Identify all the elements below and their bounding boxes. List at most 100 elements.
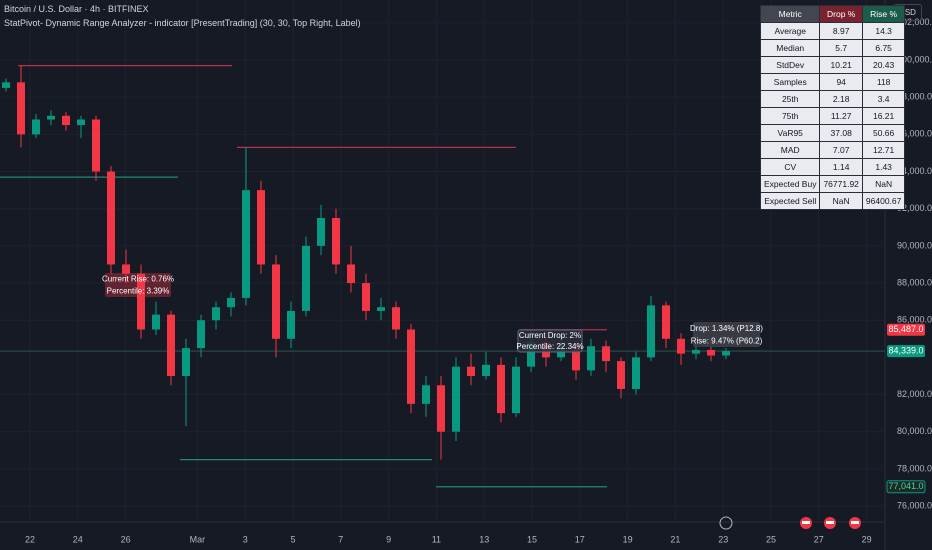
candle-body [392, 307, 400, 330]
table-cell: 3.4 [861, 90, 906, 108]
table-row: Expected Sell NaN 96400.67 [759, 192, 906, 210]
table-cell: NaN [819, 192, 863, 210]
candle-body [32, 119, 40, 135]
x-tick-label: 27 [814, 534, 824, 544]
table-cell: Median [759, 39, 821, 57]
candle-body [212, 307, 220, 321]
table-cell: 75th [759, 107, 821, 125]
event-icon[interactable] [824, 517, 836, 529]
annotation-box [693, 322, 760, 347]
candle-body [497, 364, 505, 414]
table-row: Median 5.7 6.75 [759, 39, 906, 57]
candle-body [527, 342, 535, 367]
table-cell: 25th [759, 90, 821, 108]
table-cell: Expected Buy [759, 175, 821, 193]
table-header: Metric [759, 5, 821, 23]
table-cell: 96400.67 [861, 192, 906, 210]
table-cell: VaR95 [759, 124, 821, 142]
table-cell: Average [759, 22, 821, 40]
table-cell: Expected Sell [759, 192, 821, 210]
table-row: 75th 11.27 16.21 [759, 107, 906, 125]
stats-table: Metric Drop % Rise % Average 8.97 14.3 Median 5… [759, 5, 906, 210]
candle-body [362, 283, 370, 311]
y-tick-label: 94,000.0 [897, 166, 932, 176]
candle-body [107, 171, 115, 265]
replay-icon[interactable] [719, 516, 733, 530]
table-cell: Samples [759, 73, 821, 91]
candle-body [587, 346, 595, 371]
table-row: StdDev 10.21 20.43 [759, 56, 906, 74]
price-badge-label: 84,339.0 [888, 345, 923, 355]
candle-body [617, 361, 625, 389]
table-row: VaR95 37.08 50.66 [759, 124, 906, 142]
x-tick-label: 23 [718, 534, 728, 544]
candle-body [407, 329, 415, 404]
candle-body [257, 190, 265, 265]
table-cell: 16.21 [861, 107, 906, 125]
candle-body [572, 348, 580, 371]
price-badge [887, 345, 925, 358]
annotation-text: Rise: 9.47% (P60.2) [691, 336, 763, 345]
table-cell: 37.08 [819, 124, 863, 142]
table-row: Samples 94 118 [759, 73, 906, 91]
price-badge [887, 323, 925, 336]
x-tick-label: 21 [670, 534, 680, 544]
y-tick-label: 78,000.0 [897, 463, 932, 473]
annotation-text: Current Drop: 2% [519, 331, 581, 340]
table-row: Metric Drop % Rise % [759, 5, 906, 23]
y-tick-label: 98,000.0 [897, 92, 932, 102]
annotation-text: Drop: 1.34% (P12.8) [690, 324, 763, 333]
table-cell: 6.75 [861, 39, 906, 57]
candle-body [317, 217, 325, 246]
candle-body [602, 346, 610, 362]
table-cell: 12.71 [861, 141, 906, 159]
candle-body [287, 310, 295, 339]
table-cell: 14.3 [861, 22, 906, 40]
event-icon[interactable] [800, 517, 812, 529]
candle-body [677, 338, 685, 354]
table-header: Drop % [819, 5, 863, 23]
annotation-box [517, 329, 583, 353]
table-cell: 2.18 [819, 90, 863, 108]
x-tick-label: 29 [862, 534, 872, 544]
table-cell: 76771.92 [819, 175, 863, 193]
annotation-box [105, 273, 171, 297]
x-tick-label: 11 [432, 534, 441, 544]
table-row: Expected Buy 76771.92 NaN [759, 175, 906, 193]
candle-body [557, 348, 565, 358]
y-tick-label: 92,000.0 [897, 203, 932, 213]
table-cell: CV [759, 158, 821, 176]
y-tick-label: 100,000.0 [897, 54, 932, 64]
table-cell: 50.66 [861, 124, 906, 142]
price-badge-label: 77,041.0 [888, 481, 923, 491]
table-row: CV 1.14 1.43 [759, 158, 906, 176]
symbol-title: Bitcoin / U.S. Dollar · 4h · BITFINEX [4, 4, 149, 14]
x-tick-label: 22 [25, 534, 35, 544]
candle-body [197, 320, 205, 349]
candle-body [647, 305, 655, 358]
candle-body [62, 115, 70, 126]
table-cell: NaN [861, 175, 906, 193]
y-tick-label: 80,000.0 [897, 426, 932, 436]
event-icon[interactable] [849, 517, 861, 529]
x-tick-label: 19 [623, 534, 633, 544]
table-cell: MAD [759, 141, 821, 159]
candle-body [467, 366, 475, 376]
candle-body [272, 264, 280, 339]
y-tick-label: 82,000.0 [897, 389, 932, 399]
x-tick-label: 15 [527, 534, 537, 544]
table-cell: 11.27 [819, 107, 863, 125]
candle-body [167, 314, 175, 376]
y-tick-label: 96,000.0 [897, 129, 932, 139]
table-cell: 20.43 [861, 56, 906, 74]
price-badge [886, 480, 926, 494]
candle-body [347, 264, 355, 284]
candle-body [422, 385, 430, 404]
candle-body [332, 217, 340, 265]
table-cell: 1.43 [861, 158, 906, 176]
table-row: 25th 2.18 3.4 [759, 90, 906, 108]
x-tick-label: 26 [121, 534, 131, 544]
candle-body [182, 348, 190, 376]
x-tick-label: 5 [290, 534, 295, 544]
